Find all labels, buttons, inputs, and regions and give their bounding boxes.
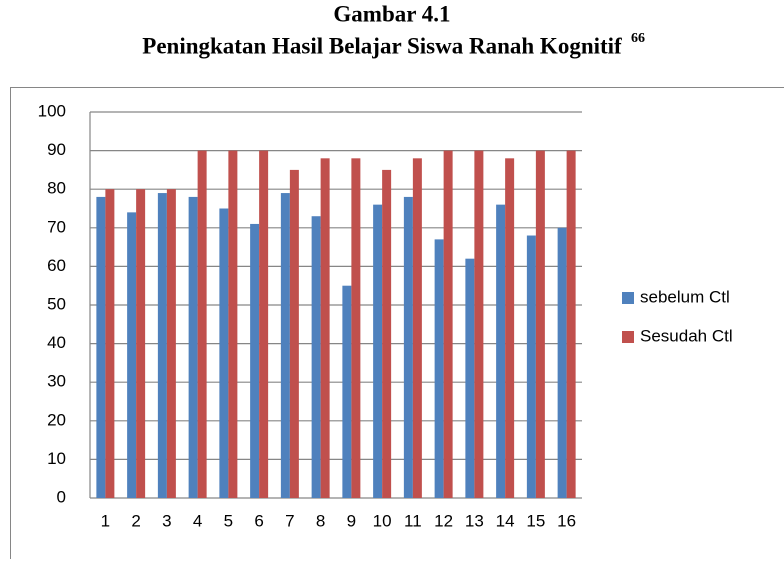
bar xyxy=(259,151,268,498)
y-tick-label: 0 xyxy=(57,487,66,506)
bar xyxy=(290,170,299,498)
y-tick-label: 10 xyxy=(47,449,66,468)
bar xyxy=(444,151,453,498)
x-tick-label: 6 xyxy=(254,511,263,530)
x-tick-label: 10 xyxy=(373,511,392,530)
x-tick-label: 13 xyxy=(465,511,484,530)
bar xyxy=(228,151,237,498)
legend-label: sebelum Ctl xyxy=(640,287,730,306)
chart-title: Gambar 4.1 xyxy=(333,1,450,26)
y-tick-label: 40 xyxy=(47,333,66,352)
bar xyxy=(404,197,413,498)
footnote-mark: 66 xyxy=(631,31,645,46)
bar xyxy=(167,189,176,498)
bar xyxy=(496,205,505,498)
x-tick-label: 12 xyxy=(434,511,453,530)
x-tick-label: 5 xyxy=(224,511,233,530)
bar xyxy=(312,216,321,498)
bar xyxy=(281,193,290,498)
x-tick-label: 4 xyxy=(193,511,202,530)
bar xyxy=(96,197,105,498)
y-tick-label: 30 xyxy=(47,372,66,391)
bar xyxy=(351,158,360,498)
bar xyxy=(219,209,228,499)
bar xyxy=(136,189,145,498)
bar xyxy=(505,158,514,498)
chart-subtitle: Peningkatan Hasil Belajar Siswa Ranah Ko… xyxy=(142,33,622,58)
bar xyxy=(321,158,330,498)
bar xyxy=(567,151,576,498)
bar xyxy=(189,197,198,498)
chart-border xyxy=(11,88,784,560)
bar xyxy=(558,228,567,498)
x-tick-label: 2 xyxy=(131,511,140,530)
legend-swatch xyxy=(622,331,634,343)
x-tick-label: 3 xyxy=(162,511,171,530)
x-tick-label: 1 xyxy=(101,511,110,530)
y-tick-label: 100 xyxy=(38,101,66,120)
bar xyxy=(465,259,474,498)
bar xyxy=(127,212,136,498)
bar xyxy=(105,189,114,498)
bar xyxy=(382,170,391,498)
bar xyxy=(527,236,536,498)
y-tick-label: 80 xyxy=(47,179,66,198)
y-tick-label: 50 xyxy=(47,294,66,313)
y-tick-label: 90 xyxy=(47,140,66,159)
bar xyxy=(474,151,483,498)
bar xyxy=(413,158,422,498)
bar xyxy=(435,239,444,498)
bar xyxy=(158,193,167,498)
bar xyxy=(373,205,382,498)
x-tick-label: 9 xyxy=(347,511,356,530)
x-tick-label: 7 xyxy=(285,511,294,530)
x-tick-label: 14 xyxy=(496,511,515,530)
x-tick-label: 16 xyxy=(557,511,576,530)
y-tick-label: 60 xyxy=(47,256,66,275)
bar xyxy=(536,151,545,498)
y-tick-label: 20 xyxy=(47,410,66,429)
bar xyxy=(250,224,259,498)
x-tick-label: 8 xyxy=(316,511,325,530)
bar xyxy=(198,151,207,498)
x-tick-label: 15 xyxy=(526,511,545,530)
legend-label: Sesudah Ctl xyxy=(640,326,733,345)
legend-swatch xyxy=(622,292,634,304)
x-tick-label: 11 xyxy=(404,511,422,530)
bar xyxy=(342,286,351,498)
y-tick-label: 70 xyxy=(47,217,66,236)
